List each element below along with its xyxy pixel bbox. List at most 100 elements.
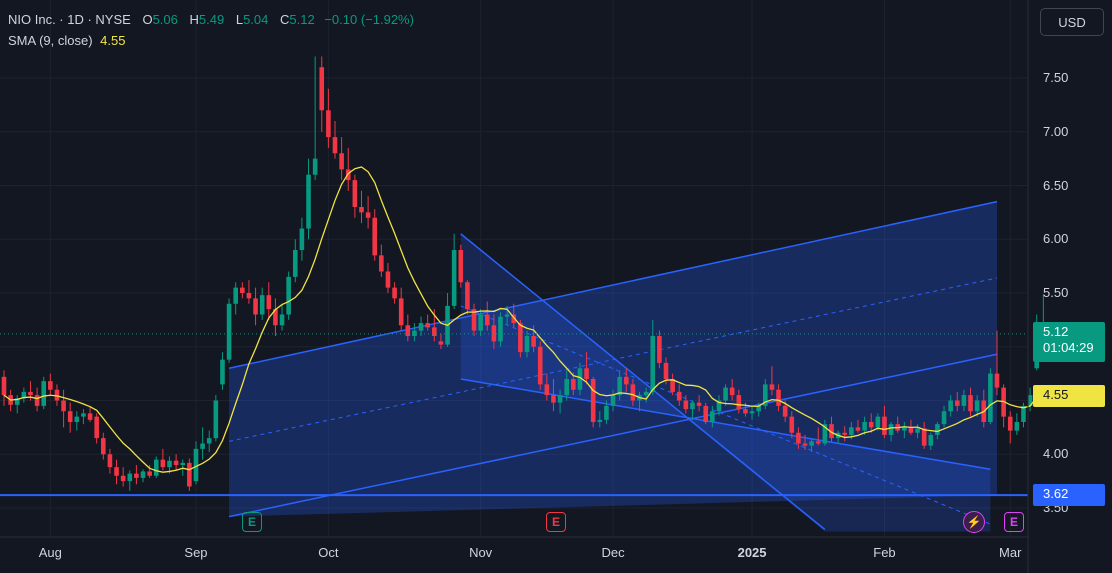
candle-body[interactable] [902,427,907,431]
candle-body[interactable] [180,462,186,465]
candle-body[interactable] [935,424,940,435]
candle-body[interactable] [954,400,960,406]
candle-body[interactable] [359,207,364,213]
candle-body[interactable] [551,395,556,403]
candle-body[interactable] [412,330,417,336]
candle-body[interactable] [319,67,325,111]
candle-body[interactable] [862,422,867,431]
candlestick-series[interactable] [1,56,1046,491]
symbol-title[interactable]: NIO Inc. · 1D · NYSE [8,12,131,27]
candle-body[interactable] [690,402,695,410]
candle-body[interactable] [882,416,887,435]
earnings-icon[interactable]: E [546,512,566,532]
candle-body[interactable] [544,384,550,396]
candle-body[interactable] [604,405,609,420]
candle-body[interactable] [61,400,66,412]
candle-body[interactable] [286,276,291,315]
candle-body[interactable] [471,309,477,331]
candle-body[interactable] [961,395,967,406]
candle-body[interactable] [915,428,920,433]
candle-body[interactable] [484,314,490,326]
candle-body[interactable] [696,402,702,406]
candle-body[interactable] [418,323,424,331]
candle-body[interactable] [240,287,245,293]
candle-body[interactable] [226,303,232,360]
candle-body[interactable] [187,462,192,487]
candle-body[interactable] [352,180,358,207]
candle-body[interactable] [557,395,563,403]
candle-body[interactable] [875,416,881,428]
candle-body[interactable] [246,293,252,299]
rising-channel-median-line[interactable] [228,277,998,442]
candle-body[interactable] [511,314,517,324]
candle-body[interactable] [763,384,768,406]
candle-body[interactable] [1,376,7,396]
candle-body[interactable] [392,287,397,299]
candle-body[interactable] [822,424,828,444]
candle-body[interactable] [849,427,854,435]
candle-body[interactable] [107,454,113,468]
rising-channel-upper-line[interactable] [228,200,998,369]
earnings-icon[interactable]: E [242,512,262,532]
rising-channel-lower-line[interactable] [228,353,998,518]
candle-body[interactable] [114,467,119,476]
candle-body[interactable] [478,314,483,331]
candle-body[interactable] [279,314,285,326]
candle-body[interactable] [921,428,927,446]
candle-body[interactable] [34,395,40,406]
candle-body[interactable] [716,400,722,412]
candle-body[interactable] [623,376,629,385]
candle-body[interactable] [372,217,378,256]
candle-body[interactable] [193,448,199,482]
candle-body[interactable] [101,438,106,455]
candle-body[interactable] [425,323,430,328]
candle-body[interactable] [385,271,391,288]
candle-body[interactable] [306,174,311,229]
candle-body[interactable] [332,137,338,154]
candle-body[interactable] [398,298,404,326]
candle-body[interactable] [749,411,755,414]
candle-body[interactable] [590,379,596,422]
candle-body[interactable] [789,416,795,433]
earnings-icon[interactable]: E [1004,512,1024,532]
candle-body[interactable] [173,460,179,465]
candle-body[interactable] [67,411,73,422]
candle-body[interactable] [28,391,33,396]
candle-body[interactable] [365,212,371,218]
candle-body[interactable] [809,441,814,446]
candle-body[interactable] [266,295,272,310]
candle-body[interactable] [140,471,146,478]
candle-body[interactable] [465,282,470,310]
candle-body[interactable] [134,473,139,478]
candle-body[interactable] [842,432,848,435]
candle-body[interactable] [723,387,728,401]
candle-body[interactable] [617,376,622,396]
candle-body[interactable] [160,459,166,468]
candle-body[interactable] [948,400,953,412]
candle-body[interactable] [908,427,914,433]
candle-body[interactable] [670,379,675,392]
candle-body[interactable] [650,336,656,392]
candle-body[interactable] [81,413,86,417]
candle-body[interactable] [829,424,834,439]
candle-body[interactable] [663,362,669,379]
candle-body[interactable] [782,405,788,417]
candle-body[interactable] [220,359,225,385]
candle-body[interactable] [498,316,503,342]
candle-body[interactable] [657,336,662,363]
candle-body[interactable] [87,413,93,420]
candle-body[interactable] [888,424,894,435]
candle-body[interactable] [458,250,464,283]
candle-body[interactable] [451,250,457,306]
candle-body[interactable] [299,228,305,251]
candle-body[interactable] [153,459,159,476]
candle-body[interactable] [339,153,344,170]
candle-body[interactable] [928,434,934,446]
candle-body[interactable] [941,411,947,425]
currency-button[interactable]: USD [1040,8,1104,36]
candle-body[interactable] [21,391,27,399]
candle-body[interactable] [48,381,53,390]
candle-body[interactable] [1007,416,1013,431]
candle-body[interactable] [597,419,603,422]
